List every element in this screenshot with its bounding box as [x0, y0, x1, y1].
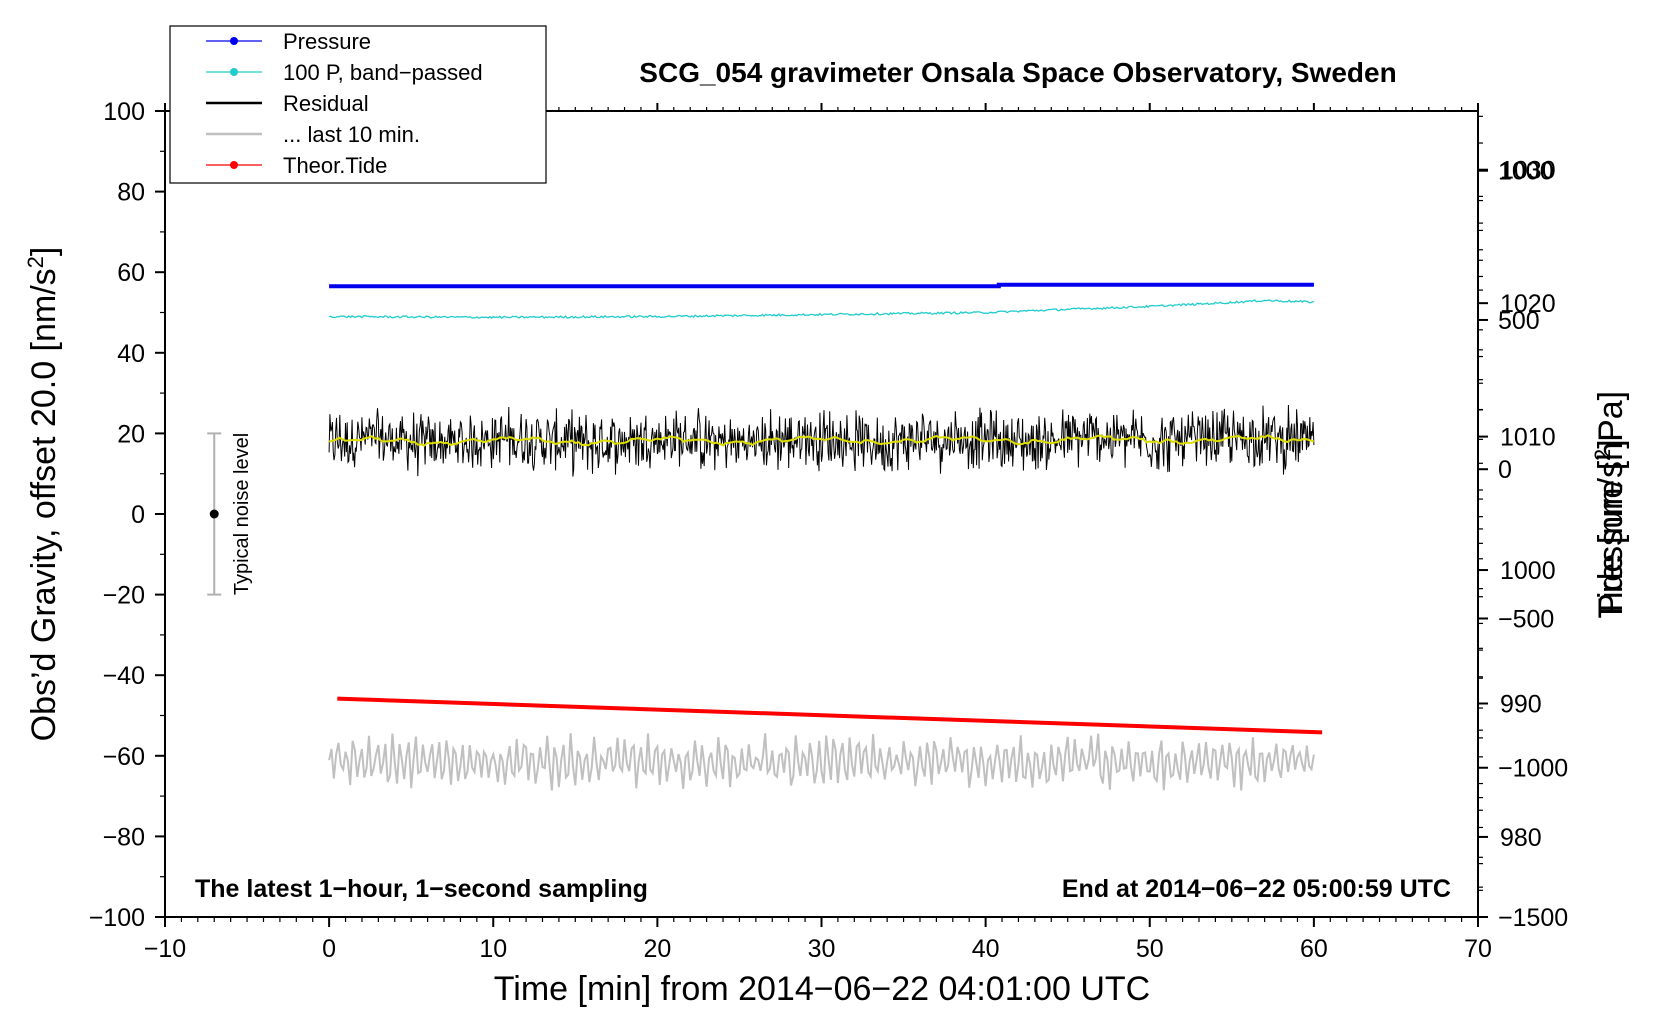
pressure-tick-label: 1020	[1500, 290, 1556, 318]
legend-label: Residual	[283, 91, 369, 116]
pressure-tick-label: 1030	[1500, 157, 1556, 185]
y-left-tick-label: 0	[131, 501, 145, 529]
note-sampling: The latest 1−hour, 1−second sampling	[195, 875, 648, 903]
tide-tick-label: −1000	[1498, 755, 1568, 783]
x-tick-label: 0	[322, 935, 336, 963]
y-left-tick-label: 40	[117, 340, 145, 368]
tide-axis-title-text: Tide [nm/s	[1592, 461, 1630, 618]
tide-axis-title-close: ]	[1592, 439, 1630, 448]
x-tick-label: 30	[808, 935, 836, 963]
pressure-tick-label: 980	[1500, 824, 1542, 852]
y-left-axis-title: Obs’d Gravity, offset 20.0 [nm/s2]	[23, 247, 63, 742]
series-last-10-min	[328, 733, 1315, 791]
series-residual-smoothed	[328, 434, 1315, 447]
y-left-tick-label: −20	[103, 582, 145, 610]
x-tick-label: 60	[1300, 935, 1328, 963]
legend-box	[169, 25, 547, 184]
y-left-axis-title-close: ]	[25, 247, 63, 256]
legend-item: Pressure	[206, 29, 371, 54]
legend-label: 100 P, band−passed	[283, 60, 483, 85]
y-left-tick-label: −100	[89, 904, 145, 932]
pressure-tick-label: 990	[1500, 690, 1542, 718]
y-left-tick-label: 100	[103, 98, 145, 126]
x-tick-label: 50	[1136, 935, 1164, 963]
series-pressure	[329, 282, 1314, 289]
legend-label: Pressure	[283, 29, 371, 54]
y-left-axis-title-sup: 2	[23, 256, 48, 268]
tide-tick-label: 500	[1498, 307, 1540, 335]
tide-tick-label: −1500	[1498, 904, 1568, 932]
noise-point	[209, 509, 219, 519]
series-residual	[328, 404, 1315, 477]
tide-tick-label: −500	[1498, 605, 1554, 633]
legend-label: ... last 10 min.	[283, 122, 420, 147]
pressure-tick-label: 1010	[1500, 424, 1556, 452]
note-end-time: End at 2014−06−22 05:00:59 UTC	[1062, 875, 1451, 903]
x-tick-label: 10	[479, 935, 507, 963]
y-left-tick-label: −40	[103, 662, 145, 690]
x-tick-label: −10	[144, 935, 186, 963]
tide-tick-label: 0	[1498, 456, 1512, 484]
x-tick-label: 40	[972, 935, 1000, 963]
x-tick-label: 20	[643, 935, 671, 963]
legend-marker	[230, 37, 238, 45]
series-theor-tide	[337, 696, 1323, 735]
legend-marker	[230, 68, 238, 76]
legend-label: Theor.Tide	[283, 153, 387, 178]
y-left-axis-title-text: Obs’d Gravity, offset 20.0 [nm/s	[25, 268, 63, 741]
legend-item: Residual	[206, 91, 369, 116]
y-left-tick-label: −60	[103, 743, 145, 771]
legend-item: Theor.Tide	[206, 153, 387, 178]
x-tick-label: 70	[1464, 935, 1492, 963]
tide-axis-title-sup: 2	[1590, 449, 1615, 461]
y-left-tick-label: 80	[117, 179, 145, 207]
x-axis-title: Time [min] from 2014−06−22 04:01:00 UTC	[494, 970, 1150, 1008]
legend-item: ... last 10 min.	[206, 122, 420, 147]
tide-axis-title: Tide [nm/s2]	[1590, 439, 1630, 618]
y-left-tick-label: −80	[103, 823, 145, 851]
noise-label: Typical noise level	[231, 433, 253, 595]
legend-marker	[230, 161, 238, 169]
legend-item: 100 P, band−passed	[206, 60, 483, 85]
chart-title: SCG_054 gravimeter Onsala Space Observat…	[639, 57, 1396, 88]
y-left-tick-label: 60	[117, 259, 145, 287]
tide-tick-label: 1000	[1498, 158, 1554, 186]
pressure-tick-label: 1000	[1500, 557, 1556, 585]
series-band-passed	[328, 299, 1315, 320]
y-left-tick-label: 20	[117, 420, 145, 448]
pressure-axis-title: Pressure [hPa]	[1592, 391, 1630, 616]
